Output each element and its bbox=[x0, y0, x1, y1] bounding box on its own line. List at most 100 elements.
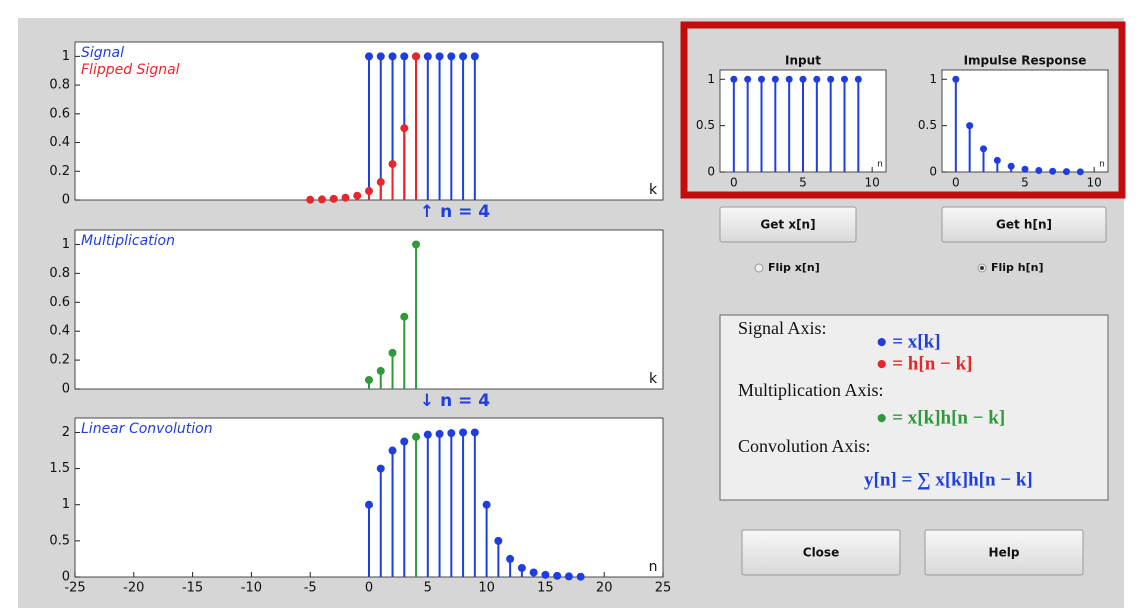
stem bbox=[365, 52, 373, 200]
stem-marker bbox=[952, 75, 960, 83]
y-tick-label: 0 bbox=[707, 165, 715, 179]
stem-marker bbox=[1076, 168, 1084, 176]
stem-marker bbox=[388, 160, 397, 169]
radio-flip-x[interactable] bbox=[754, 263, 764, 273]
x-tick-label: -15 bbox=[182, 581, 203, 596]
stem bbox=[306, 195, 315, 204]
axes-title: Input bbox=[785, 54, 821, 68]
stem bbox=[353, 191, 362, 200]
stem bbox=[541, 570, 550, 579]
stem bbox=[400, 124, 409, 200]
stem bbox=[966, 122, 974, 172]
stem bbox=[799, 75, 807, 172]
stem bbox=[365, 375, 373, 389]
stem bbox=[400, 437, 409, 577]
stem-marker bbox=[470, 428, 479, 437]
stem bbox=[365, 500, 373, 577]
stem-marker bbox=[400, 312, 409, 321]
stem bbox=[952, 75, 960, 172]
stem bbox=[447, 52, 456, 200]
axes-label: Multiplication bbox=[81, 233, 175, 249]
y-tick-label: 0.2 bbox=[49, 353, 70, 368]
x-tick-label: 5 bbox=[799, 176, 807, 190]
stem-marker bbox=[506, 554, 515, 563]
stem-marker bbox=[529, 568, 538, 577]
legend-heading: Signal Axis: bbox=[738, 318, 827, 338]
y-tick-label: 0 bbox=[929, 165, 937, 179]
stem bbox=[376, 178, 385, 200]
stem-marker bbox=[365, 187, 373, 196]
stem bbox=[854, 75, 862, 172]
stem-marker bbox=[341, 193, 350, 202]
y-tick-label: 0.4 bbox=[49, 135, 70, 150]
legend-heading: Convolution Axis: bbox=[738, 436, 871, 456]
get-h-button[interactable] bbox=[941, 206, 1107, 243]
stem bbox=[744, 75, 752, 172]
button-label: Help bbox=[989, 546, 1020, 560]
stem bbox=[423, 430, 432, 577]
y-tick-label: 0.2 bbox=[49, 164, 70, 179]
stem bbox=[388, 446, 397, 577]
stem bbox=[317, 195, 326, 204]
stem-marker bbox=[365, 52, 373, 61]
stem bbox=[785, 75, 793, 172]
stem-marker bbox=[412, 240, 421, 249]
stem bbox=[470, 52, 479, 200]
radio-label: Flip x[n] bbox=[768, 261, 820, 274]
radio-dot bbox=[980, 266, 984, 270]
stem-marker bbox=[412, 52, 421, 61]
x-tick-label: 10 bbox=[1087, 176, 1102, 190]
stem-marker bbox=[400, 124, 409, 133]
stem-marker bbox=[435, 429, 444, 438]
legend-entry: ● = x[k] bbox=[876, 331, 941, 352]
stem-marker bbox=[317, 195, 326, 204]
stem bbox=[1035, 167, 1043, 175]
axes-title: Impulse Response bbox=[964, 54, 1087, 68]
stem bbox=[376, 366, 385, 389]
stem-marker bbox=[423, 430, 432, 439]
highlight-frame bbox=[680, 21, 1126, 199]
close-button[interactable] bbox=[741, 529, 901, 576]
stem-marker bbox=[553, 571, 562, 580]
stem bbox=[564, 572, 573, 581]
axes-label: Linear Convolution bbox=[81, 421, 213, 437]
stem bbox=[376, 464, 385, 577]
y-tick-label: 0 bbox=[62, 570, 70, 585]
x-tick-label: 25 bbox=[655, 581, 672, 596]
x-tick-label: 0 bbox=[952, 176, 960, 190]
x-tick-label: 5 bbox=[1021, 176, 1029, 190]
stem bbox=[517, 563, 526, 577]
stem-marker bbox=[541, 570, 550, 579]
x-tick-label: -25 bbox=[64, 581, 85, 596]
stem-marker bbox=[400, 437, 409, 446]
stem-marker bbox=[1021, 165, 1029, 173]
stem bbox=[1063, 168, 1070, 176]
stem-marker bbox=[854, 75, 862, 83]
y-tick-label: 0.5 bbox=[918, 118, 937, 132]
stem bbox=[758, 75, 765, 172]
stem-marker bbox=[1007, 162, 1015, 170]
help-button[interactable] bbox=[924, 529, 1084, 576]
stem-marker bbox=[564, 572, 573, 581]
stem-marker bbox=[1049, 167, 1057, 175]
stem-marker bbox=[365, 375, 373, 384]
x-tick-label: -20 bbox=[123, 581, 144, 596]
stem-marker bbox=[459, 52, 468, 61]
stem-marker bbox=[447, 52, 456, 61]
y-tick-label: 1.5 bbox=[49, 461, 70, 476]
stem bbox=[494, 536, 503, 577]
stem bbox=[376, 52, 385, 200]
stem bbox=[388, 348, 397, 389]
y-tick-label: 2 bbox=[62, 425, 70, 440]
stem-marker bbox=[576, 572, 585, 581]
stem-marker bbox=[435, 52, 444, 61]
x-tick-label: 10 bbox=[865, 176, 880, 190]
axes bbox=[941, 69, 1109, 173]
legend-entry: Flipped Signal bbox=[81, 62, 180, 78]
get-x-button[interactable] bbox=[719, 206, 857, 243]
y-tick-label: 1 bbox=[707, 72, 715, 86]
button-label: Get x[n] bbox=[760, 218, 815, 232]
stem-marker bbox=[459, 428, 468, 437]
x-axis-label: n bbox=[877, 160, 883, 170]
stem bbox=[412, 432, 421, 577]
